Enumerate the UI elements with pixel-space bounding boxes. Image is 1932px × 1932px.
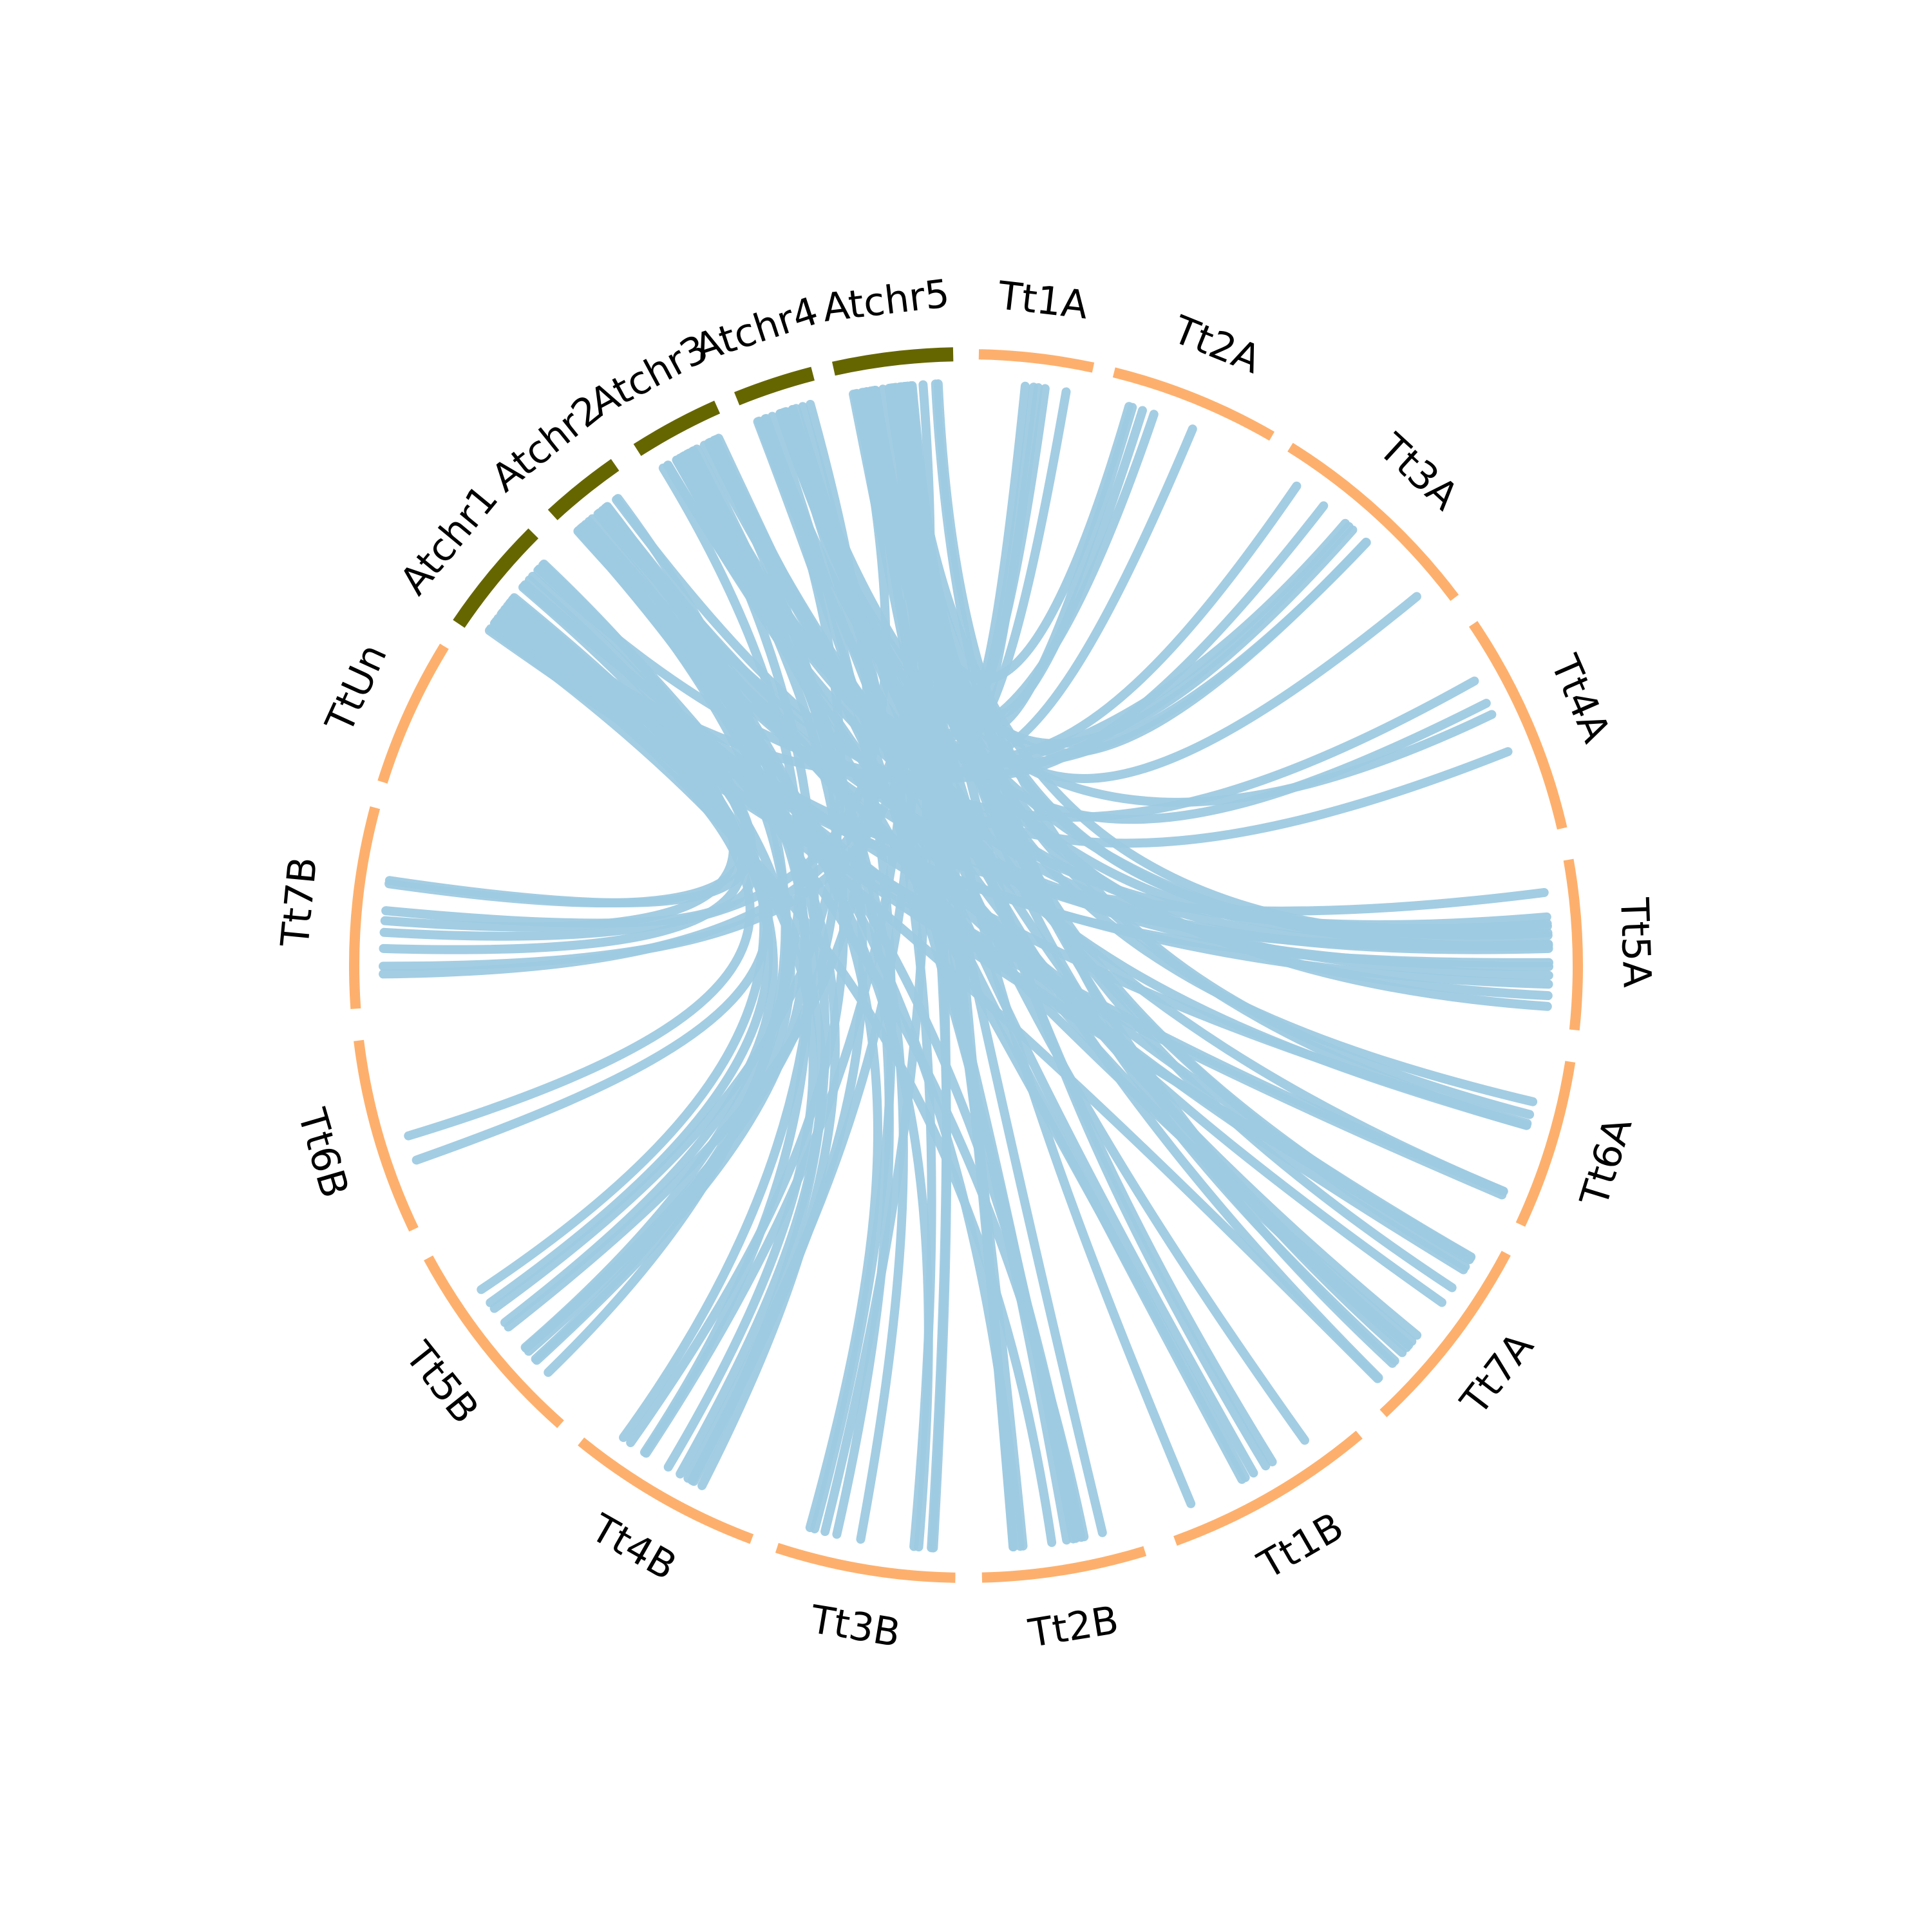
link-atchr2-tt4a bbox=[612, 495, 1513, 848]
label-tt5a: Tt5A bbox=[1611, 896, 1660, 989]
label-tt4a: Tt4A bbox=[1541, 649, 1618, 750]
arc-tt5b bbox=[424, 1255, 564, 1428]
link-atchr1-tt7a bbox=[500, 605, 1383, 1383]
label-tt5b: Tt5B bbox=[396, 1333, 488, 1432]
arc-ttun bbox=[377, 643, 449, 784]
link-atchr3-tt4b bbox=[619, 452, 819, 1443]
link-atchr2-tt2b bbox=[587, 514, 1025, 1551]
link-atchr1-tt2b bbox=[486, 624, 1057, 1548]
chromosome-arcs bbox=[349, 347, 1583, 1583]
arc-tt3a bbox=[1287, 442, 1459, 601]
label-tt6b: Tt6B bbox=[289, 1103, 357, 1202]
arc-atchr3 bbox=[633, 401, 721, 457]
arc-tt6a bbox=[1515, 1061, 1576, 1227]
arc-tt5a bbox=[1563, 858, 1583, 1031]
link-atchr1-tt4b bbox=[498, 608, 826, 1479]
arc-tt7a bbox=[1379, 1251, 1511, 1417]
label-tt3b: Tt3B bbox=[807, 1597, 904, 1656]
arc-tt6b bbox=[354, 1039, 419, 1232]
label-tt6a: Tt6A bbox=[1571, 1112, 1641, 1212]
label-tt7a: Tt7A bbox=[1452, 1325, 1542, 1424]
link-atchr2-tt3b bbox=[598, 506, 882, 1532]
arc-tt2a bbox=[1112, 367, 1274, 441]
arc-tt1b bbox=[1173, 1430, 1363, 1546]
arc-tt1a bbox=[978, 349, 1095, 373]
arc-tt2b bbox=[981, 1546, 1147, 1583]
label-tt2b: Tt2B bbox=[1025, 1598, 1122, 1657]
link-atchr1-tt5a bbox=[505, 599, 1549, 916]
link-atchr3-tt4b bbox=[626, 450, 849, 1448]
synteny-links bbox=[379, 379, 1553, 1553]
arc-tt3b bbox=[775, 1542, 956, 1583]
label-atchr5: Atchr5 bbox=[820, 271, 952, 331]
label-atchr4: Atchr4 bbox=[689, 289, 824, 371]
arc-atchr5 bbox=[832, 347, 954, 376]
label-tt7b: Tt7B bbox=[272, 855, 326, 950]
label-tt2a: Tt2A bbox=[1166, 307, 1267, 383]
link-atchr1-tt7a bbox=[520, 580, 1475, 1262]
arc-atchr4 bbox=[734, 366, 815, 406]
arc-tt4b bbox=[578, 1437, 754, 1544]
label-tt1a: Tt1A bbox=[995, 273, 1090, 328]
label-tt4b: Tt4B bbox=[583, 1505, 684, 1589]
link-atchr1-tt3a bbox=[533, 522, 1354, 783]
link-atchr1-tt2b bbox=[538, 560, 1089, 1542]
link-atchr3-tt1b bbox=[714, 433, 1247, 1484]
label-tt1b: Tt1B bbox=[1250, 1504, 1351, 1588]
arc-tt7b bbox=[349, 806, 381, 1009]
label-ttun: TtUn bbox=[317, 638, 396, 740]
arc-atchr2 bbox=[547, 459, 620, 520]
link-atchr2-tt7a bbox=[602, 502, 1468, 1274]
arc-tt4a bbox=[1468, 621, 1567, 830]
arc-atchr1 bbox=[453, 528, 539, 628]
label-tt3a: Tt3A bbox=[1370, 425, 1467, 519]
